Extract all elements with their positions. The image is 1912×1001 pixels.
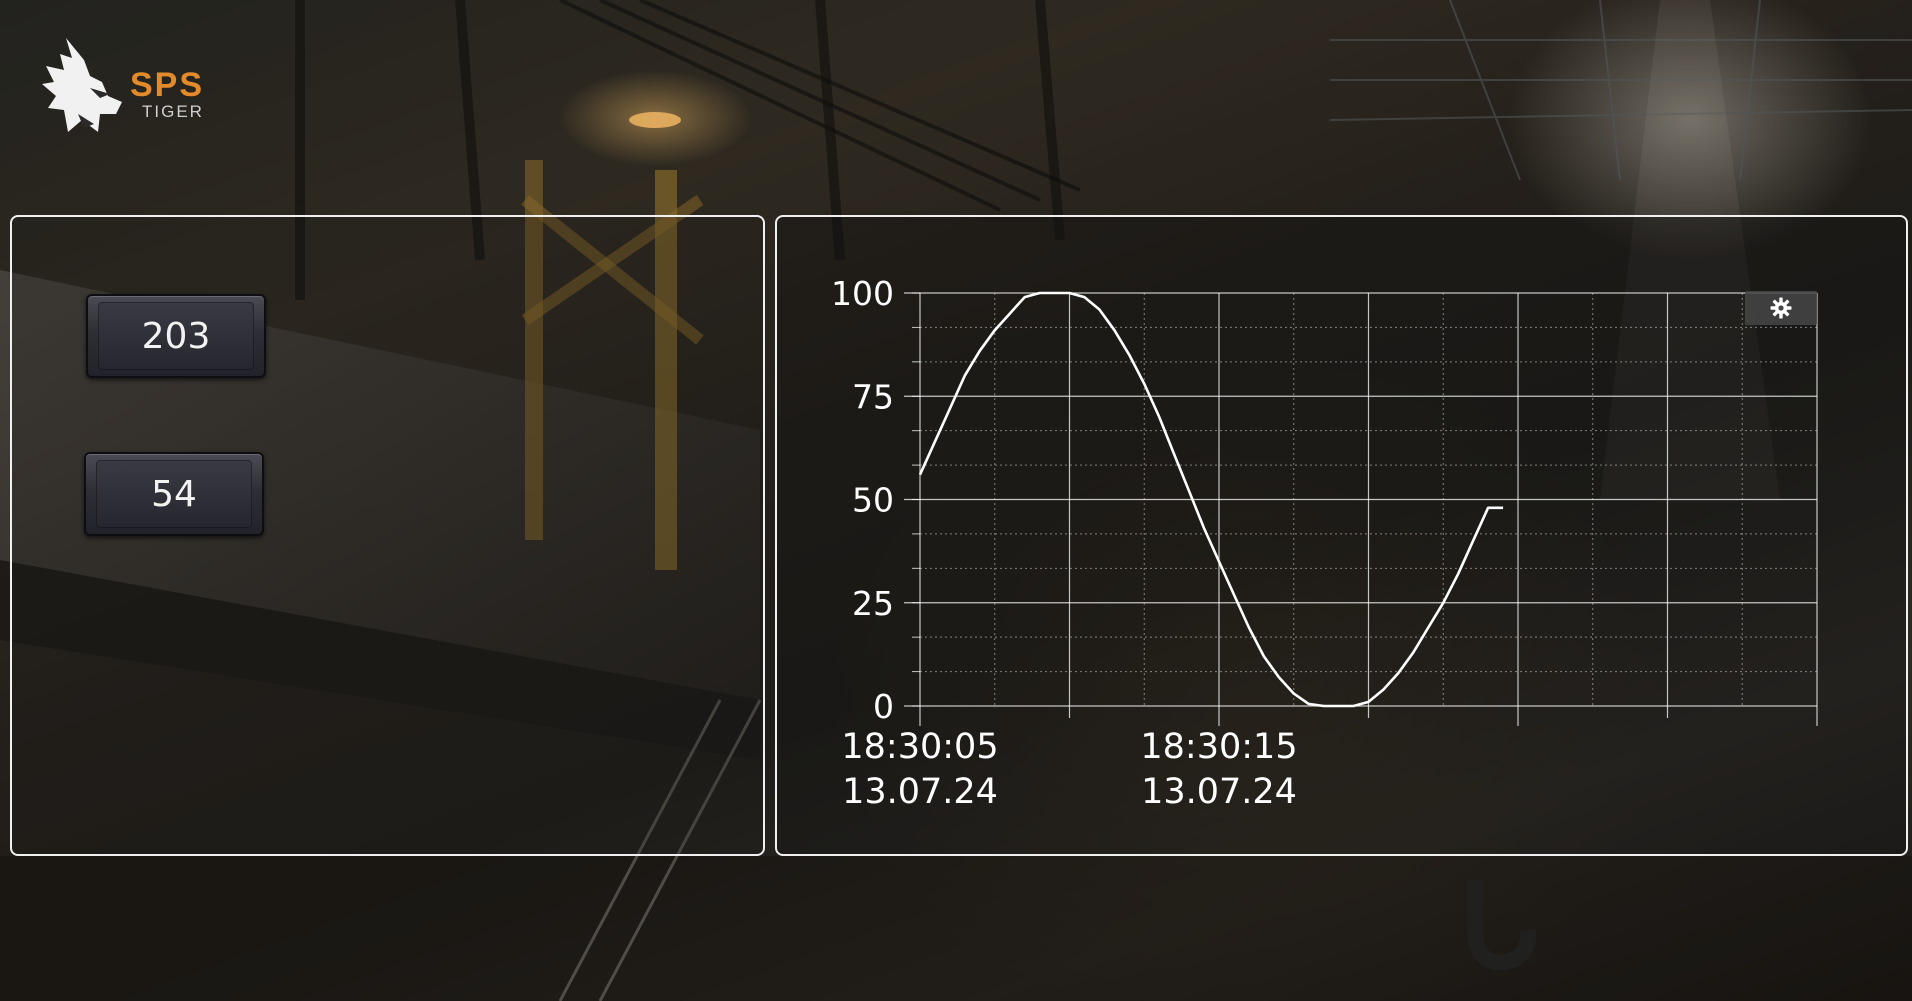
- values-panel: 203 54: [10, 215, 765, 856]
- value-display-text: 203: [141, 315, 211, 357]
- brand-name: SPS: [130, 66, 205, 104]
- x-tick-date-label: 13.07.24: [842, 772, 998, 812]
- value-display-button-1[interactable]: 203: [86, 294, 266, 378]
- trend-panel: 0 25 50 75 100 18:30:05 13.07.24 18:30:15 13.07.…: [775, 215, 1908, 856]
- gear-icon: [1770, 297, 1792, 319]
- y-tick-label: 25: [852, 584, 894, 623]
- value-display-text: 54: [151, 473, 197, 515]
- x-tick-time-label: 18:30:15: [1140, 727, 1297, 767]
- y-tick-label: 75: [852, 377, 894, 416]
- y-tick-label: 100: [831, 274, 894, 313]
- chart-settings-button[interactable]: [1745, 291, 1817, 325]
- y-tick-label: 0: [873, 687, 894, 726]
- value-display-button-2[interactable]: 54: [84, 452, 264, 536]
- y-tick-label: 50: [852, 481, 894, 520]
- trend-chart[interactable]: 0 25 50 75 100 18:30:05 13.07.24 18:30:15 13.07.…: [777, 217, 1906, 854]
- sps-tiger-logo: SPS TIGER: [38, 36, 238, 140]
- tiger-head-icon: [42, 38, 122, 132]
- x-tick-date-label: 13.07.24: [1141, 772, 1297, 812]
- brand-subtitle: TIGER: [142, 102, 204, 121]
- x-tick-time-label: 18:30:05: [841, 727, 998, 767]
- trend-line-series: [918, 291, 1504, 708]
